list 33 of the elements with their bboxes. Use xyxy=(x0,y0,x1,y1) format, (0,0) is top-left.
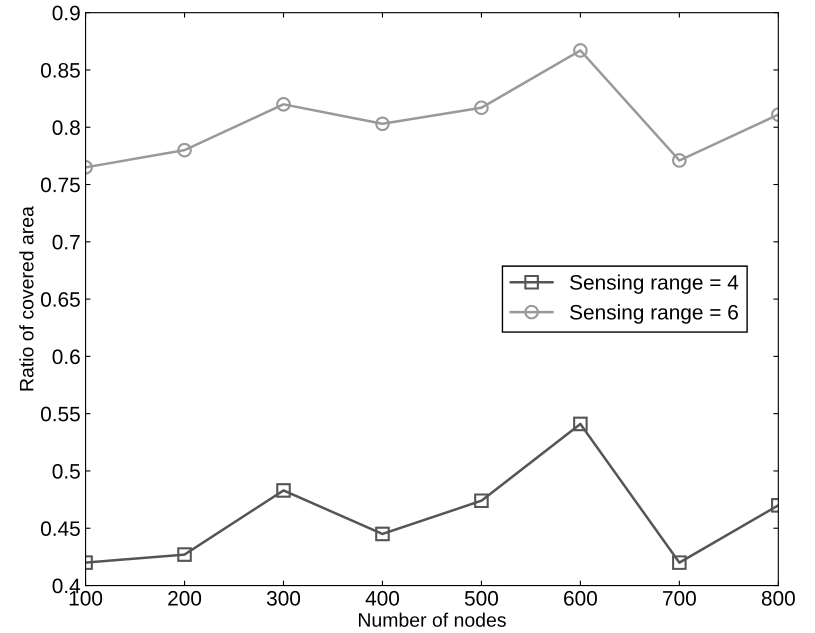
y-tick-label: 0.75 xyxy=(40,178,80,192)
x-tick-label: 500 xyxy=(464,590,498,606)
legend-label: Sensing range = 6 xyxy=(570,304,738,324)
point xyxy=(573,416,588,432)
x-tick-label: 800 xyxy=(762,590,795,606)
point xyxy=(375,526,390,542)
legend-label: Sensing range = 4 xyxy=(570,274,738,294)
point xyxy=(474,100,489,116)
point xyxy=(474,493,489,508)
y-tick-label: 0.9 xyxy=(52,6,80,20)
x-tick-label: 300 xyxy=(266,590,300,606)
y-tick-label: 0.45 xyxy=(40,521,80,536)
y-tick-label: 0.7 xyxy=(52,234,80,250)
point xyxy=(177,142,192,158)
x-tick-label: 700 xyxy=(663,590,696,606)
x-tick-label: 600 xyxy=(564,590,597,606)
point xyxy=(375,116,390,132)
x-axis-title: Number of nodes xyxy=(358,612,506,627)
point xyxy=(573,43,588,58)
y-tick-label: 0.8 xyxy=(52,120,80,135)
point xyxy=(177,547,192,562)
y-tick-label: 0.85 xyxy=(40,62,80,78)
x-tick-label: 400 xyxy=(366,590,400,606)
point xyxy=(672,153,687,168)
point xyxy=(672,555,687,570)
point xyxy=(276,97,291,112)
y-tick-label: 0.65 xyxy=(40,292,80,307)
y-tick-label: 0.6 xyxy=(52,349,80,364)
y-tick-label: 0.55 xyxy=(40,406,80,422)
y-tick-label: 0.5 xyxy=(52,464,80,479)
point xyxy=(276,483,291,498)
y-axis-title: Ratio of covered area xyxy=(19,206,34,390)
x-tick-label: 200 xyxy=(168,590,202,606)
